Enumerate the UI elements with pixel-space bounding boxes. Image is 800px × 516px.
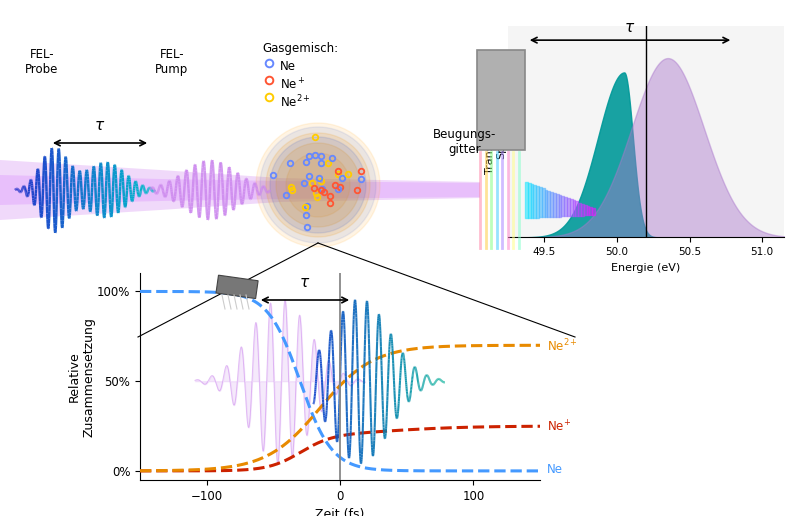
X-axis label: Zeit (fs): Zeit (fs) <box>315 508 365 516</box>
Circle shape <box>270 137 366 233</box>
Y-axis label: Transmittiertes
Spektrum: Transmittiertes Spektrum <box>485 90 506 173</box>
Text: Ne$^{+}$: Ne$^{+}$ <box>546 419 571 434</box>
Text: $\tau$: $\tau$ <box>624 20 636 35</box>
Text: FEL-
Pump: FEL- Pump <box>155 48 189 76</box>
Text: Ne: Ne <box>546 463 562 476</box>
Bar <box>216 275 258 299</box>
Bar <box>477 50 525 150</box>
Circle shape <box>286 153 350 217</box>
Circle shape <box>276 143 360 227</box>
Y-axis label: Relative
Zusammensetzung: Relative Zusammensetzung <box>67 317 95 437</box>
Text: Ne$^{2+}$: Ne$^{2+}$ <box>546 337 578 354</box>
Circle shape <box>256 123 380 247</box>
Text: Ne$^+$: Ne$^+$ <box>280 77 306 92</box>
Polygon shape <box>0 160 480 220</box>
Circle shape <box>266 133 370 237</box>
Text: FEL-
Probe: FEL- Probe <box>26 48 58 76</box>
Text: Beugungs-
gitter: Beugungs- gitter <box>434 128 497 156</box>
Text: $\tau$: $\tau$ <box>94 118 106 133</box>
Text: Ne$^{2+}$: Ne$^{2+}$ <box>280 94 311 110</box>
Circle shape <box>260 127 376 243</box>
Polygon shape <box>0 175 480 205</box>
Text: $\tau$: $\tau$ <box>299 275 310 290</box>
Text: Gasgemisch:: Gasgemisch: <box>262 42 338 55</box>
Text: Ne: Ne <box>280 60 296 73</box>
X-axis label: Energie (eV): Energie (eV) <box>611 263 681 272</box>
